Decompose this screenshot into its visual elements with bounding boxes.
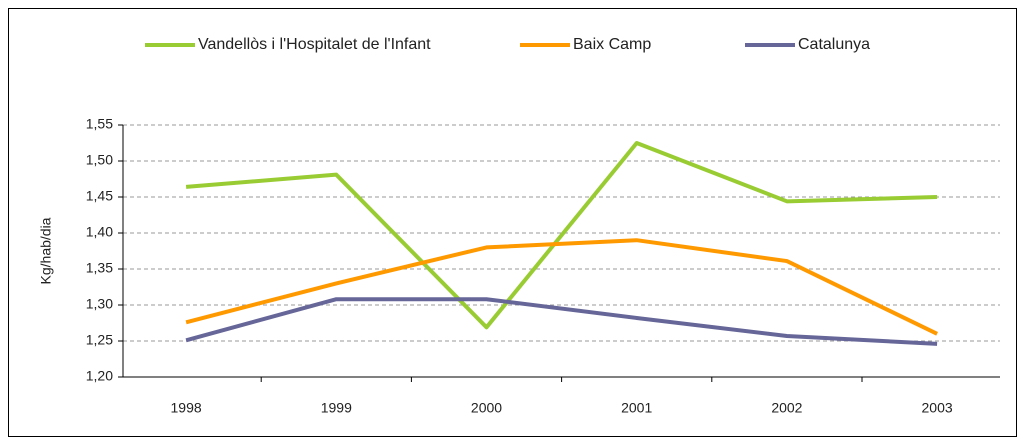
y-tick-label: 1,45 [86,188,113,204]
series-line [185,141,938,330]
chart-border [8,8,1017,437]
x-tick-label: 2001 [621,400,652,416]
legend-label: Catalunya [798,36,870,53]
y-tick-label: 1,40 [86,224,113,240]
series-line [185,297,938,346]
x-tick-label: 1999 [321,400,352,416]
series-line [185,238,938,336]
y-tick-label: 1,55 [86,116,113,132]
y-tick-label: 1,30 [86,296,113,312]
y-tick-label: 1,50 [86,152,113,168]
y-axis-label: Kg/hab/dia [38,217,54,284]
x-tick-label: 2002 [771,400,802,416]
legend-label: Baix Camp [573,36,651,53]
x-tick-label: 2000 [471,400,502,416]
y-tick-label: 1,25 [86,332,113,348]
x-tick-label: 2003 [922,400,953,416]
legend-label: Vandellòs i l'Hospitalet de l'Infant [198,36,431,53]
x-tick-label: 1998 [171,400,202,416]
y-tick-label: 1,20 [86,368,113,384]
y-tick-label: 1,35 [86,260,113,276]
